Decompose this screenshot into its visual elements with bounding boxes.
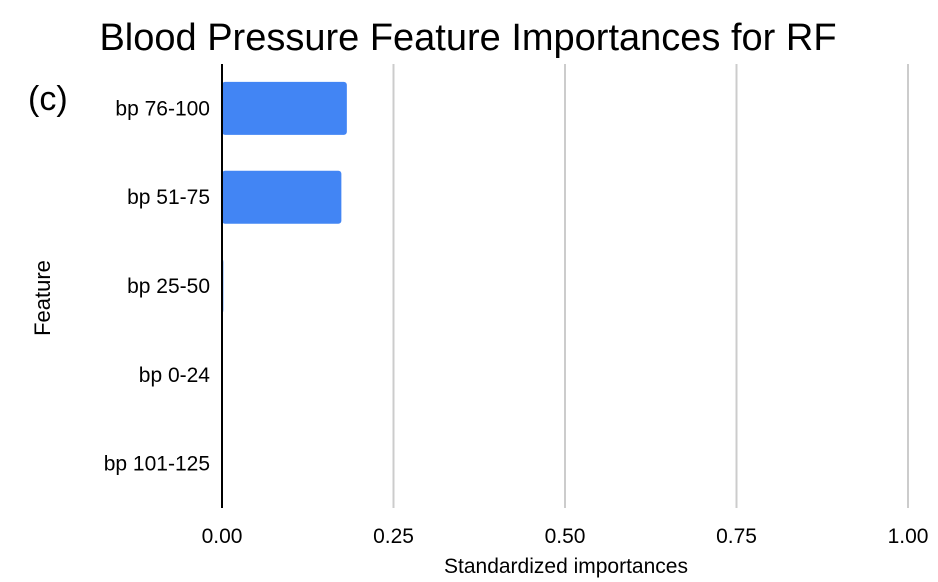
bar [222,81,347,135]
chart-title: Blood Pressure Feature Importances for R… [99,17,836,59]
bars [222,81,347,313]
category-label: bp 0-24 [139,364,211,387]
panel-label: (c) [28,80,68,118]
x-tick-label: 0.75 [716,525,757,548]
category-label: bp 25-50 [127,275,210,298]
x-tick-labels: 0.00 0.25 0.50 0.75 1.00 [202,525,929,548]
x-axis-label: Standardized importances [444,555,688,578]
category-labels: bp 76-100 bp 51-75 bp 25-50 bp 0-24 bp 101-1… [104,97,211,475]
category-label: bp 76-100 [115,97,210,120]
x-tick-label: 0.50 [545,525,586,548]
x-tick-label: 0.25 [373,525,414,548]
category-label: bp 51-75 [127,186,210,209]
gridlines [392,64,909,508]
x-tick-label: 1.00 [888,525,929,548]
y-axis-label: Feature [30,260,55,336]
x-tick-label: 0.00 [202,525,243,548]
category-label: bp 101-125 [104,453,210,476]
bar [222,170,342,224]
